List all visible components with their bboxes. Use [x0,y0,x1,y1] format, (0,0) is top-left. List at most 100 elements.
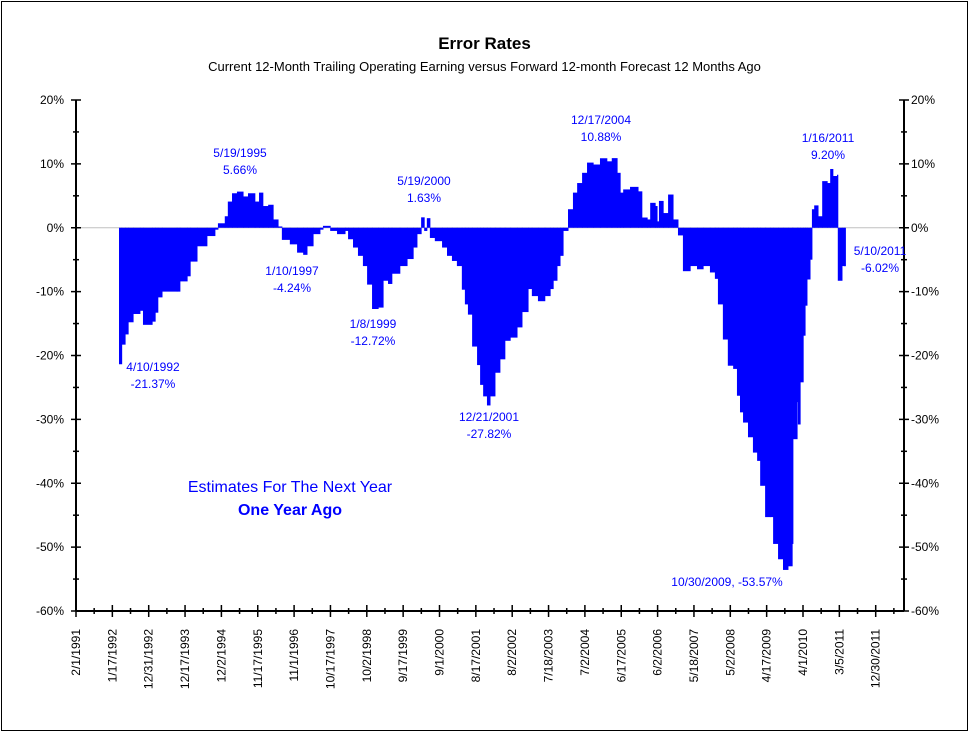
bar [556,227,561,267]
bar [128,227,134,323]
bar [814,205,819,228]
annotation-value: -12.72% [350,334,396,348]
bar [650,202,656,228]
annotation-value: -27.82% [466,427,512,441]
bar [843,227,846,267]
bar [224,216,229,228]
bar [830,168,834,228]
annotation-value: 9.20% [810,148,846,162]
bar [655,206,658,228]
x-tick-label: 12/2/1994 [214,629,228,683]
bar [841,227,845,267]
bar [797,227,801,425]
annotation-date: 12/17/2004 [570,113,632,127]
bar [281,227,291,240]
bar [345,227,349,231]
bar [800,227,804,383]
bar [477,227,481,366]
y-tick-label-right: -40% [911,476,939,490]
bar [544,227,551,297]
bar [837,227,843,281]
y-tick-label-right: 20% [911,93,935,107]
bar [770,227,774,518]
bar [157,227,163,298]
bar [599,158,608,228]
x-tick-label: 11/17/1995 [251,629,265,688]
bar [521,227,529,313]
x-tick-label: 11/1/1996 [287,629,301,682]
bar [752,227,758,453]
x-tick-label: 2/1/1991 [69,629,83,676]
y-tick-label-right: -10% [911,285,939,299]
annotation-2011-high: 1/16/2011 9.20% [802,130,855,164]
bar [330,227,338,231]
bar [407,227,414,260]
annotation-value: -6.02% [860,261,900,275]
bar [647,219,651,228]
bar [197,227,208,247]
bar [416,227,422,235]
annotation-value: -4.24% [272,281,312,295]
bar [703,227,711,267]
annotation-2011-last: 5/10/2011 -6.02% [854,243,907,277]
x-tick-label: 9/17/1999 [396,629,410,683]
bar [739,227,744,413]
x-tick-label: 5/2/2008 [723,629,737,676]
annotation-1992-low: 4/10/1992 -21.37% [126,359,179,393]
y-tick-label-left: -30% [36,412,64,426]
bar [236,191,244,228]
bar [797,227,799,403]
bar [606,161,613,228]
bar [259,192,264,228]
bar [593,164,601,228]
bar [187,227,191,277]
x-tick-label: 10/2/1998 [360,629,374,683]
x-tick-label: 8/2/2002 [505,629,519,676]
annotation-2000-high: 5/19/2000 1.63% [397,173,450,207]
annotation-date: 5/10/2011 [853,244,907,258]
annotation-2001-low: 12/21/2001 -27.82% [459,409,519,443]
bar [297,227,304,253]
bar [313,227,321,235]
annotation-value: 1.63% [406,191,442,205]
bar [668,194,674,228]
bar [630,186,639,228]
bar [550,227,554,290]
x-tick-label: 9/1/2000 [433,629,447,676]
x-tick-label: 12/30/2011 [869,629,883,688]
x-tick-label: 8/17/2001 [469,629,483,683]
bar [461,227,466,290]
y-tick-label-left: -20% [36,349,64,363]
annotation-1997-low: 1/10/1997 -4.24% [265,263,318,297]
chart-title: Error Rates [438,34,531,53]
bar [811,209,815,228]
bar [486,227,491,406]
bar [810,227,813,260]
bar [480,227,484,385]
bar [517,227,523,328]
bar [353,227,359,248]
bar [638,191,643,228]
bar [190,227,198,262]
annotation-date: 1/16/2011 [801,131,855,145]
bar [142,227,153,325]
bar [717,227,724,305]
bar [278,226,283,228]
annotation-date: 10/30/2009, -53.57% [671,575,783,589]
bar [531,227,539,297]
x-tick-label: 6/2/2006 [651,629,665,676]
bar [537,227,546,302]
bar [232,193,238,228]
bar [722,227,729,340]
bar [429,227,436,238]
y-tick-label-left: 0% [47,221,65,235]
bar [447,227,453,256]
bar [641,217,648,228]
bar [673,219,679,228]
x-tick-label: 12/17/1993 [178,629,192,689]
annotation-date: 5/19/1995 [213,146,267,160]
x-tick-label: 12/31/1992 [142,629,156,689]
bar [472,227,478,347]
bar [563,227,569,231]
bar [568,209,574,228]
